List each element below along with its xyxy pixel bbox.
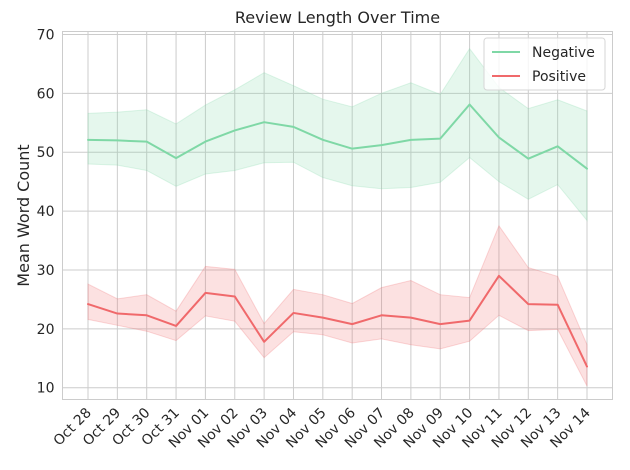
y-tick-label: 30 <box>37 263 55 279</box>
y-tick-label: 70 <box>37 27 55 43</box>
confidence-bands <box>87 47 588 387</box>
negative-series-line <box>87 103 588 170</box>
y-tick-label: 40 <box>37 204 55 220</box>
plot-frame <box>62 31 613 400</box>
positive-legend-label: Positive <box>532 69 586 85</box>
y-tick-label: 10 <box>37 381 55 397</box>
negative-legend-label: Negative <box>532 45 595 61</box>
y-tick-label: 60 <box>37 86 55 102</box>
y-tick-label: 20 <box>37 322 55 338</box>
y-tick-labels: 10 20 30 40 50 60 70 <box>37 27 55 396</box>
series-lines <box>87 103 588 368</box>
legend-items: Negative Positive <box>492 45 595 85</box>
y-axis-label: Mean Word Count <box>14 144 33 286</box>
negative-confidence-band <box>87 47 588 222</box>
y-tick-label: 50 <box>37 145 55 161</box>
positive-confidence-band <box>87 224 588 387</box>
legend: Negative Positive <box>483 37 606 91</box>
chart-title: Review Length Over Time <box>235 8 440 27</box>
positive-series-line <box>87 274 588 368</box>
